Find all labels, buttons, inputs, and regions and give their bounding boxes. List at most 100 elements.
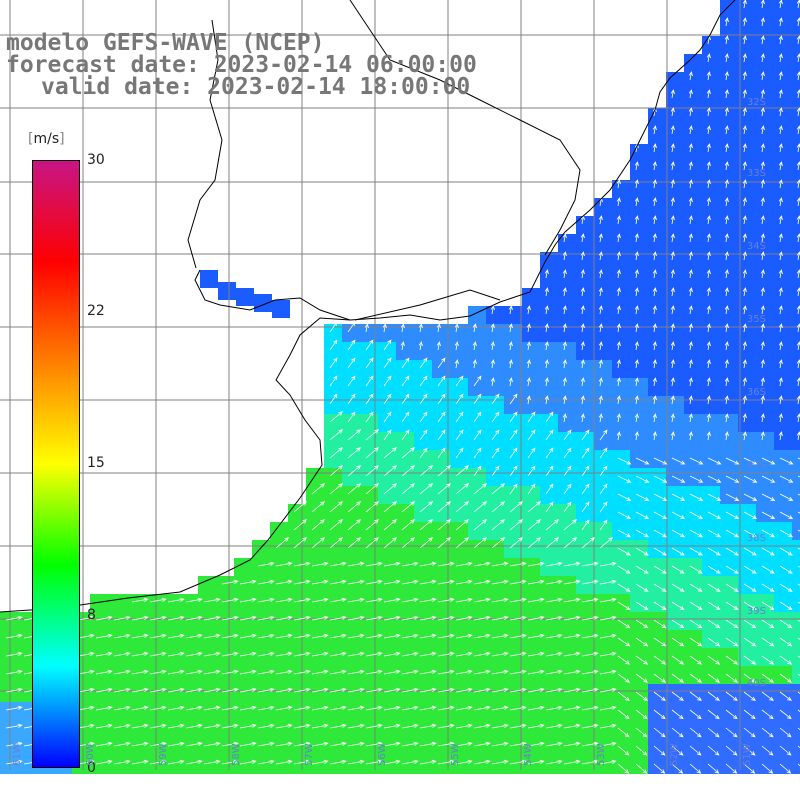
wind-arrow: [329, 537, 344, 549]
wind-cell: [270, 666, 288, 684]
wind-arrow: [437, 597, 455, 603]
wind-cell: [288, 666, 306, 684]
wind-arrow: [329, 465, 344, 477]
wind-arrow: [653, 457, 668, 465]
wind-cell: [684, 162, 702, 180]
wind-cell: [450, 468, 468, 486]
wind-arrow: [634, 179, 639, 189]
wind-cell: [702, 324, 720, 342]
wind-cell: [108, 738, 126, 756]
wind-arrow: [670, 287, 675, 297]
wind-cell: [522, 450, 540, 468]
wind-cell: [126, 756, 144, 774]
wind-cell: [18, 756, 36, 774]
wind-arrow: [706, 71, 711, 81]
wind-arrow: [796, 125, 800, 135]
wind-cell: [792, 648, 800, 666]
wind-cell: [396, 432, 414, 450]
wind-arrow: [598, 413, 603, 423]
wind-cell: [702, 522, 720, 540]
wind-cell: [720, 360, 738, 378]
wind-arrow: [365, 429, 380, 441]
wind-arrow: [365, 411, 374, 423]
wind-cell: [234, 666, 252, 684]
wind-cell: [468, 612, 486, 630]
wind-cell: [774, 342, 792, 360]
wind-cell: [378, 396, 396, 414]
wind-arrow: [778, 161, 783, 171]
wind-arrow: [670, 251, 675, 261]
wind-arrow: [419, 723, 437, 729]
wind-cell: [630, 270, 648, 288]
wind-arrow: [688, 287, 693, 297]
wind-arrow: [760, 287, 765, 297]
wind-arrow: [490, 305, 495, 315]
wind-cell: [396, 468, 414, 486]
wind-arrow: [599, 429, 608, 441]
wind-arrow: [563, 429, 572, 441]
wind-cell: [342, 612, 360, 630]
wind-cell: [648, 396, 666, 414]
wind-arrow: [77, 705, 95, 711]
wind-cell: [270, 702, 288, 720]
wind-arrow: [743, 457, 758, 465]
wind-cell: [792, 522, 800, 540]
wind-cell: [648, 234, 666, 252]
wind-cell: [306, 576, 324, 594]
wind-arrow: [113, 687, 131, 693]
wind-cell: [252, 720, 270, 738]
wind-cell: [666, 756, 684, 774]
wind-arrow: [671, 709, 684, 720]
wind-arrow: [581, 537, 596, 549]
wind-cell: [126, 612, 144, 630]
wind-cell: [396, 612, 414, 630]
wind-arrow: [509, 705, 527, 711]
wind-arrow: [383, 615, 401, 621]
wind-arrow: [617, 565, 631, 574]
wind-cell: [522, 702, 540, 720]
wind-arrow: [760, 341, 765, 351]
wind-arrow: [725, 493, 740, 501]
wind-arrow: [437, 633, 455, 639]
wind-arrow: [473, 741, 491, 747]
wind-cell: [720, 558, 738, 576]
wind-arrow: [5, 687, 23, 693]
wind-arrow: [491, 615, 509, 621]
wind-arrow: [347, 651, 365, 657]
wind-cell: [90, 738, 108, 756]
wind-arrow: [383, 579, 401, 585]
wind-cell: [684, 414, 702, 432]
wind-cell: [108, 612, 126, 630]
wind-cell: [162, 666, 180, 684]
wind-cell: [126, 720, 144, 738]
wind-arrow: [635, 565, 649, 574]
wind-cell: [684, 612, 702, 630]
wind-cell: [90, 756, 108, 774]
wind-cell: [378, 612, 396, 630]
lat-lon-grid: [0, 0, 800, 770]
wind-cell: [702, 180, 720, 198]
wind-cell: [216, 630, 234, 648]
wind-cell: [684, 558, 702, 576]
wind-arrow: [599, 615, 617, 621]
wind-arrow: [311, 537, 326, 549]
wind-arrow: [580, 395, 585, 405]
wind-cell: [720, 234, 738, 252]
wind-arrow: [347, 447, 362, 459]
wind-cell: [468, 504, 486, 522]
wind-cell: [594, 288, 612, 306]
wind-cell: [792, 18, 800, 36]
wind-arrow: [239, 597, 257, 603]
wind-cell: [324, 360, 342, 378]
wind-cell: [738, 72, 756, 90]
wind-arrow: [653, 475, 668, 483]
wind-cell: [396, 450, 414, 468]
wind-cell: [342, 756, 360, 774]
wind-arrow: [706, 323, 711, 333]
wind-cell: [738, 270, 756, 288]
wind-arrow: [599, 501, 608, 513]
wind-cell: [666, 612, 684, 630]
wind-cell: [540, 540, 558, 558]
wind-arrow: [688, 251, 693, 261]
wind-arrow: [419, 633, 437, 639]
